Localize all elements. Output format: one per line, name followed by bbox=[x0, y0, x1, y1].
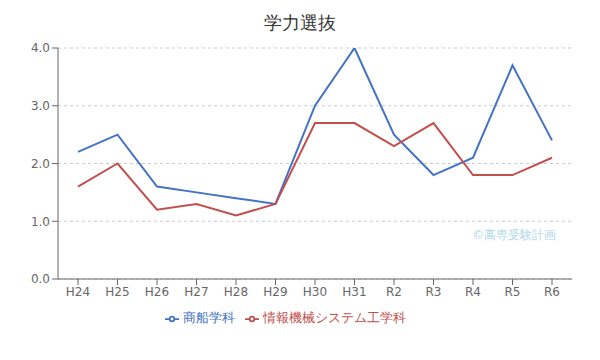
svg-text:H24: H24 bbox=[66, 285, 90, 299]
html-text:商船学科: 商船学科 bbox=[182, 310, 235, 325]
svg-text:R6: R6 bbox=[544, 285, 560, 299]
svg-text:3.0: 3.0 bbox=[31, 99, 50, 113]
svg-text:H29: H29 bbox=[263, 285, 287, 299]
svg-text:2.0: 2.0 bbox=[31, 157, 50, 171]
svg-text:H25: H25 bbox=[105, 285, 129, 299]
svg-text:H28: H28 bbox=[224, 285, 248, 299]
svg-text:1.0: 1.0 bbox=[31, 215, 50, 229]
svg-text:4.0: 4.0 bbox=[31, 41, 50, 55]
svg-text:R2: R2 bbox=[386, 285, 402, 299]
html-text:©高専受験計画: ©高専受験計画 bbox=[472, 228, 556, 242]
svg-text:R3: R3 bbox=[426, 285, 442, 299]
svg-text:R5: R5 bbox=[505, 285, 521, 299]
html-text:学力選抜: 学力選抜 bbox=[264, 12, 336, 33]
svg-text:H26: H26 bbox=[145, 285, 169, 299]
svg-text:R4: R4 bbox=[465, 285, 481, 299]
html-text:情報機械システム工学科: 情報機械システム工学科 bbox=[262, 310, 406, 325]
svg-text:H30: H30 bbox=[303, 285, 327, 299]
svg-text:H27: H27 bbox=[184, 285, 208, 299]
svg-text:0.0: 0.0 bbox=[31, 272, 50, 286]
svg-text:H31: H31 bbox=[342, 285, 366, 299]
